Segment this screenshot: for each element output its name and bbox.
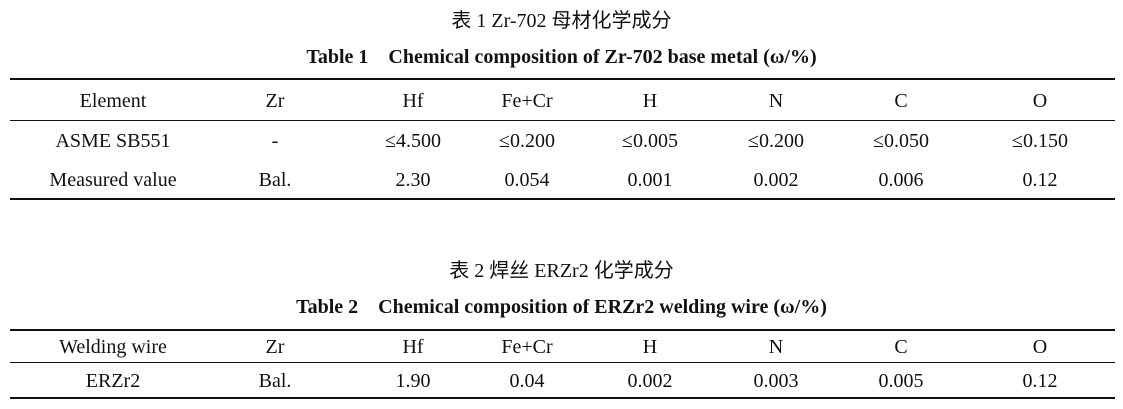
table-cell: 0.003	[753, 370, 799, 392]
table1-bottom-rule	[10, 198, 1115, 200]
table-cell: N	[768, 336, 784, 358]
table-cell: ≤0.150	[1012, 130, 1068, 152]
table2-top-rule	[10, 329, 1115, 331]
table-cell: ≤4.500	[385, 130, 441, 152]
table2-header-row: Welding wire Zr Hf Fe+Cr H N C O	[0, 332, 1123, 362]
table2-caption-en: Table 2 Chemical composition of ERZr2 we…	[296, 296, 827, 318]
table-cell: 0.006	[878, 169, 924, 191]
table2-header-rule	[10, 362, 1115, 363]
table-row: Measured value Bal. 2.30 0.054 0.001 0.002 0.0…	[0, 165, 1123, 195]
table-cell: Bal.	[258, 370, 292, 392]
table-cell: 0.002	[627, 370, 673, 392]
table1-caption-cn: 表 1 Zr-702 母材化学成分	[451, 10, 672, 32]
table-cell: 0.12	[1022, 169, 1058, 191]
table-cell: 0.04	[509, 370, 545, 392]
table-cell: Hf	[402, 90, 424, 112]
table-row: ASME SB551 - ≤4.500 ≤0.200 ≤0.005 ≤0.200 ≤0.05…	[0, 126, 1123, 156]
table-cell: H	[642, 336, 658, 358]
table-cell: O	[1032, 336, 1048, 358]
table-cell: N	[768, 90, 784, 112]
table-row: ERZr2 Bal. 1.90 0.04 0.002 0.003 0.005 0.12	[0, 366, 1123, 396]
table1-header-rule	[10, 120, 1115, 121]
table2-bottom-rule	[10, 397, 1115, 399]
row-label-cell: ASME SB551	[55, 130, 171, 152]
table-cell: 0.002	[753, 169, 799, 191]
table1-header-row: Element Zr Hf Fe+Cr H N C O	[0, 86, 1123, 116]
table1-top-rule	[10, 78, 1115, 80]
table-cell: H	[642, 90, 658, 112]
row-label-cell: Measured value	[49, 169, 177, 191]
table-cell: Zr	[265, 336, 285, 358]
table-cell: 1.90	[395, 370, 431, 392]
table2-caption-cn: 表 2 焊丝 ERZr2 化学成分	[449, 260, 674, 282]
table-cell: 2.30	[395, 169, 431, 191]
table-cell: -	[271, 130, 279, 152]
row-label-cell: Element	[79, 90, 147, 112]
table-cell: ≤0.005	[622, 130, 678, 152]
table1-caption-en: Table 1 Chemical composition of Zr-702 b…	[306, 46, 817, 68]
table-cell: Fe+Cr	[501, 90, 553, 112]
table-cell: ≤0.200	[499, 130, 555, 152]
table-cell: O	[1032, 90, 1048, 112]
table-cell: Fe+Cr	[501, 336, 553, 358]
table-cell: 0.12	[1022, 370, 1058, 392]
table-cell: 0.054	[504, 169, 550, 191]
table-cell: ≤0.050	[873, 130, 929, 152]
row-label-cell: ERZr2	[85, 370, 141, 392]
table-cell: C	[894, 336, 908, 358]
table-cell: Hf	[402, 336, 424, 358]
row-label-cell: Welding wire	[59, 336, 167, 358]
table-cell: C	[894, 90, 908, 112]
table-cell: Zr	[265, 90, 285, 112]
table-cell: 0.005	[878, 370, 924, 392]
table-cell: ≤0.200	[748, 130, 804, 152]
table-cell: Bal.	[258, 169, 292, 191]
table-cell: 0.001	[627, 169, 673, 191]
